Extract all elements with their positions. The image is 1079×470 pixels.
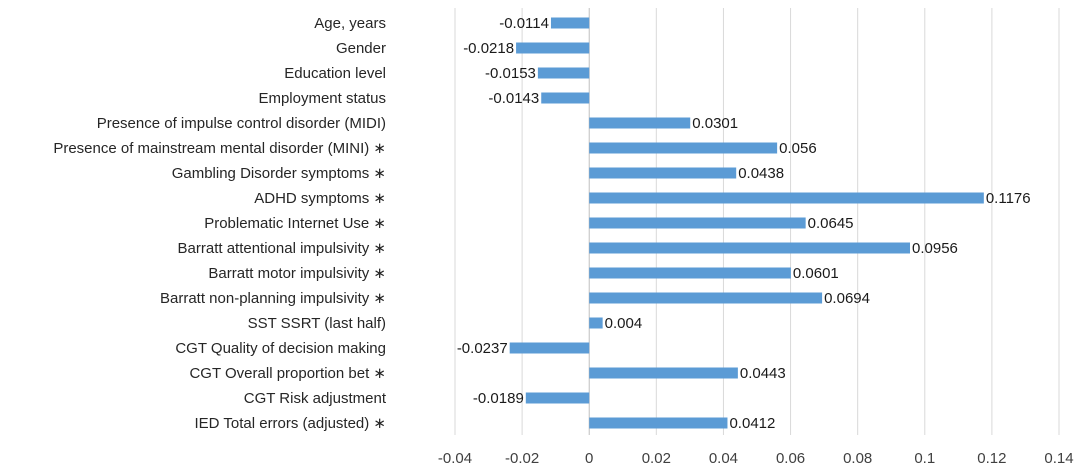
data-label: -0.0218: [463, 40, 514, 57]
category-label: Age, years: [314, 15, 386, 32]
category-label: Presence of mainstream mental disorder (…: [53, 140, 386, 157]
bar: [589, 167, 737, 179]
data-label: 0.0601: [793, 265, 839, 282]
bar: [509, 342, 590, 354]
category-label: Barratt attentional impulsivity ∗: [178, 240, 386, 257]
data-label: 0.0694: [824, 290, 870, 307]
x-tick-label: -0.02: [505, 450, 539, 467]
data-label: 0.0438: [738, 165, 784, 182]
category-label: Education level: [284, 65, 386, 82]
x-tick-label: 0.1: [914, 450, 935, 467]
x-axis-tick-labels: -0.04 -0.02 0 0.02 0.04 0.06 0.08 0.1 0.12 0.14: [438, 450, 1074, 467]
data-label: -0.0189: [473, 390, 524, 407]
data-label: -0.0153: [485, 65, 536, 82]
data-label: 0.056: [779, 140, 817, 157]
category-label: CGT Overall proportion bet ∗: [189, 365, 386, 382]
category-label: Barratt non-planning impulsivity ∗: [160, 290, 386, 307]
data-label: 0.0412: [729, 415, 775, 432]
bar: [589, 192, 984, 204]
category-label: Barratt motor impulsivity ∗: [208, 265, 386, 282]
bars: [509, 17, 984, 429]
category-label: Presence of impulse control disorder (MI…: [97, 115, 386, 132]
x-tick-label: 0.14: [1044, 450, 1073, 467]
category-label: Gender: [336, 40, 386, 57]
x-tick-label: 0: [585, 450, 593, 467]
category-label: CGT Risk adjustment: [244, 390, 387, 407]
bar: [589, 417, 728, 429]
data-label: -0.0237: [457, 340, 508, 357]
x-tick-label: 0.08: [843, 450, 872, 467]
bar: [589, 217, 806, 229]
category-label: Employment status: [258, 90, 386, 107]
category-labels: Age, years Gender Education level Employmen…: [53, 15, 387, 432]
x-tick-label: 0.02: [642, 450, 671, 467]
category-label: ADHD symptoms ∗: [254, 190, 386, 207]
bar: [589, 242, 911, 254]
bar: [589, 142, 778, 154]
x-tick-label: 0.06: [776, 450, 805, 467]
bar: [525, 392, 590, 404]
data-label: 0.004: [605, 315, 643, 332]
bar: [589, 292, 823, 304]
bar: [537, 67, 590, 79]
bar: [516, 42, 590, 54]
category-label: Gambling Disorder symptoms ∗: [172, 165, 386, 182]
category-label: SST SSRT (last half): [248, 315, 386, 332]
data-label: 0.0645: [808, 215, 854, 232]
category-label: Problematic Internet Use ∗: [204, 215, 386, 232]
data-label: 0.0301: [692, 115, 738, 132]
x-tick-label: -0.04: [438, 450, 472, 467]
x-tick-label: 0.04: [709, 450, 738, 467]
bar: [589, 367, 738, 379]
bar: [550, 17, 590, 29]
data-label: -0.0114: [499, 15, 549, 32]
data-label: 0.0956: [912, 240, 958, 257]
bar: [541, 92, 590, 104]
data-label: -0.0143: [488, 90, 539, 107]
category-label: IED Total errors (adjusted) ∗: [194, 415, 386, 432]
data-label: 0.1176: [986, 190, 1031, 207]
x-tick-label: 0.12: [977, 450, 1006, 467]
bar: [589, 317, 603, 329]
bar: [589, 117, 691, 129]
bar: [589, 267, 791, 279]
category-label: CGT Quality of decision making: [175, 340, 386, 357]
data-labels: -0.0114 -0.0218 -0.0153 -0.0143 0.0301 0.056 0…: [457, 15, 1031, 432]
data-label: 0.0443: [740, 365, 786, 382]
